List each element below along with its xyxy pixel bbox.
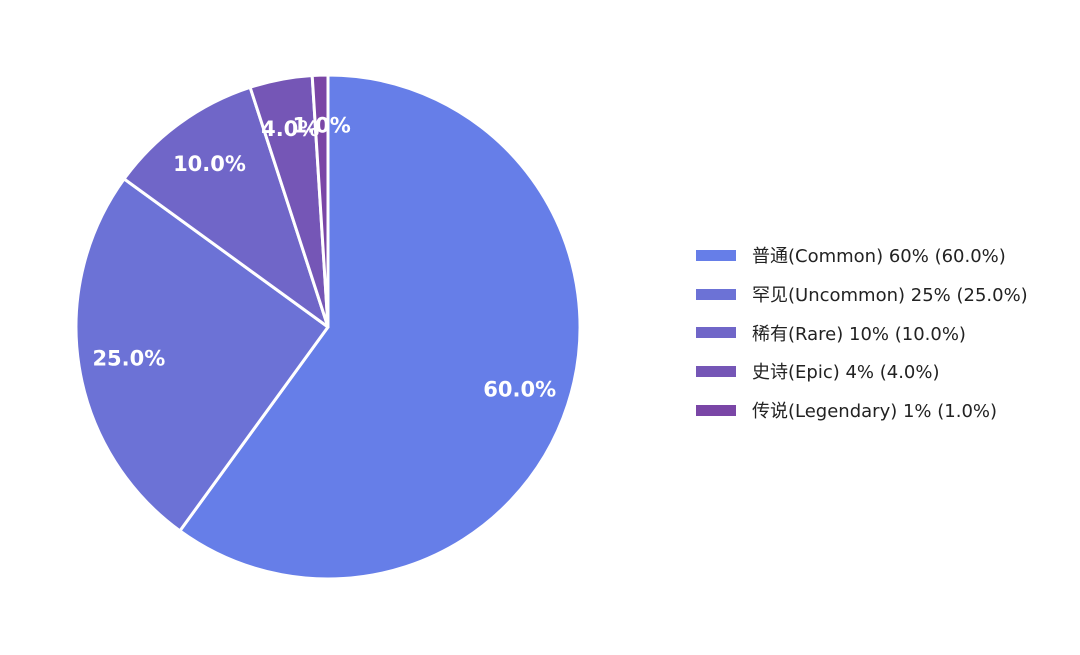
legend-swatch-epic xyxy=(696,365,736,377)
pie-slice-label-common: 60.0% xyxy=(483,377,556,401)
legend-swatch-common xyxy=(696,249,736,261)
pie-slice-common[interactable] xyxy=(178,73,582,581)
legend-swatch-rare xyxy=(696,327,736,339)
legend-swatch-legendary xyxy=(696,404,736,416)
legend-label-uncommon: 罕见(Uncommon) 25% (25.0%) xyxy=(752,285,1028,307)
legend-label-rare: 稀有(Rare) 10% (10.0%) xyxy=(752,323,966,345)
legend-item-common[interactable]: 普通(Common) 60% (60.0%) xyxy=(696,236,1028,275)
pie-slice-label-legendary: 1.0% xyxy=(293,114,351,138)
pie-slice-legendary[interactable] xyxy=(310,73,330,329)
pie-slice-rare[interactable] xyxy=(122,85,330,329)
pie-slice-label-uncommon: 25.0% xyxy=(92,347,165,371)
pie-slice-label-rare: 10.0% xyxy=(173,152,246,176)
legend-item-epic[interactable]: 史诗(Epic) 4% (4.0%) xyxy=(696,352,1028,391)
legend-item-legendary[interactable]: 传说(Legendary) 1% (1.0%) xyxy=(696,391,1028,430)
legend-label-legendary: 传说(Legendary) 1% (1.0%) xyxy=(752,401,998,423)
legend-swatch-uncommon xyxy=(696,288,736,300)
chart-legend: 普通(Common) 60% (60.0%) 罕见(Uncommon) 25% … xyxy=(696,236,1028,429)
pie-slice-label-epic: 4.0% xyxy=(261,117,319,141)
pie-slice-labels: 60.0% 25.0% 10.0% 4.0%1.0% xyxy=(92,114,556,402)
legend-item-rare[interactable]: 稀有(Rare) 10% (10.0%) xyxy=(696,313,1028,352)
legend-item-uncommon[interactable]: 罕见(Uncommon) 25% (25.0%) xyxy=(696,275,1028,314)
legend-label-epic: 史诗(Epic) 4% (4.0%) xyxy=(752,362,940,384)
pie-slices xyxy=(74,73,582,581)
legend-label-common: 普通(Common) 60% (60.0%) xyxy=(752,246,1006,268)
pie-slice-uncommon[interactable] xyxy=(74,177,330,533)
